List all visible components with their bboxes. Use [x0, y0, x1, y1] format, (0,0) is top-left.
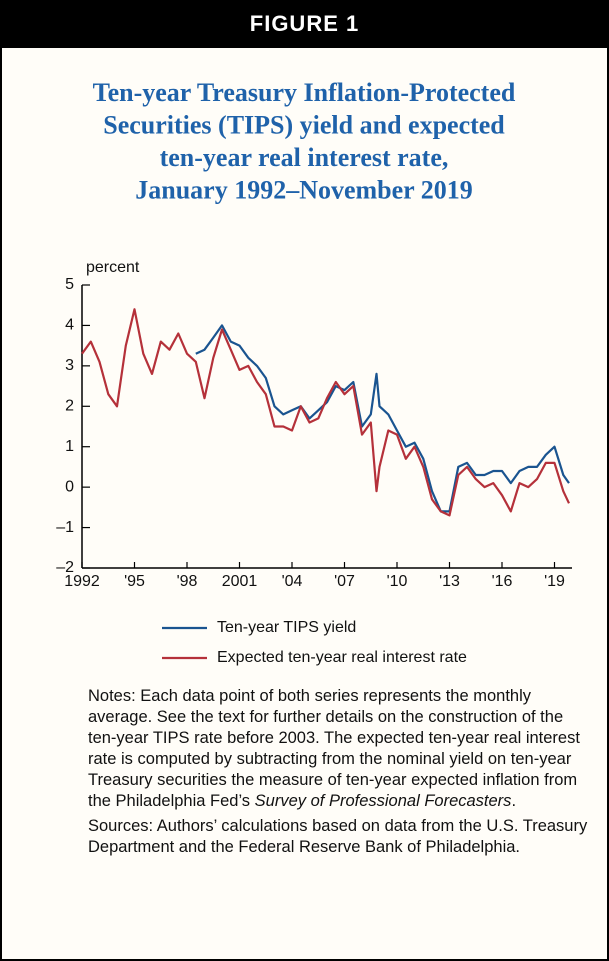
figure-header: FIGURE 1 [2, 0, 607, 48]
y-tick-label: –2 [56, 559, 74, 576]
series-line [81, 308, 570, 517]
x-tick-label: '95 [124, 573, 145, 590]
x-tick-label: '10 [387, 573, 408, 590]
y-tick-label: 1 [65, 438, 74, 455]
x-tick-label: '98 [177, 573, 198, 590]
y-tick-label: 4 [65, 317, 74, 334]
y-axis-label: percent [86, 259, 140, 276]
notes-italic: Survey of Professional Forecasters [254, 792, 512, 810]
y-tick-label: 3 [65, 357, 74, 374]
chart-title: January 1992–November 2019 [135, 175, 473, 204]
y-tick-label: –1 [56, 519, 74, 536]
x-tick-label: '13 [439, 573, 460, 590]
notes: Notes: Each data point of both series re… [88, 686, 593, 812]
y-tick-label: 2 [65, 398, 74, 415]
series-line [195, 324, 570, 513]
chart-title: ten-year real interest rate, [160, 143, 449, 172]
chart-title: Ten-year Treasury Inflation-Protected [93, 78, 516, 107]
x-tick-label: 2001 [222, 573, 258, 590]
legend-label: Expected ten-year real interest rate [217, 649, 467, 666]
x-tick-label: '19 [544, 573, 565, 590]
y-tick-label: 5 [65, 276, 74, 293]
x-tick-label: '16 [492, 573, 513, 590]
chart: Ten-year Treasury Inflation-Protected Sec… [56, 78, 572, 666]
x-tick-label: '04 [282, 573, 303, 590]
notes-text: Notes: Each data point of both series re… [88, 687, 580, 810]
chart-title: Securities (TIPS) yield and expected [103, 110, 505, 139]
x-tick-label: '07 [334, 573, 355, 590]
sources: Sources: Authors’ calculations based on … [88, 817, 588, 856]
legend-label: Ten-year TIPS yield [217, 619, 356, 636]
y-tick-label: 0 [65, 478, 74, 495]
notes-text: . [511, 792, 517, 810]
x-tick-label: 1992 [64, 573, 100, 590]
notes-block: Notes: Each data point of both series re… [88, 686, 593, 862]
